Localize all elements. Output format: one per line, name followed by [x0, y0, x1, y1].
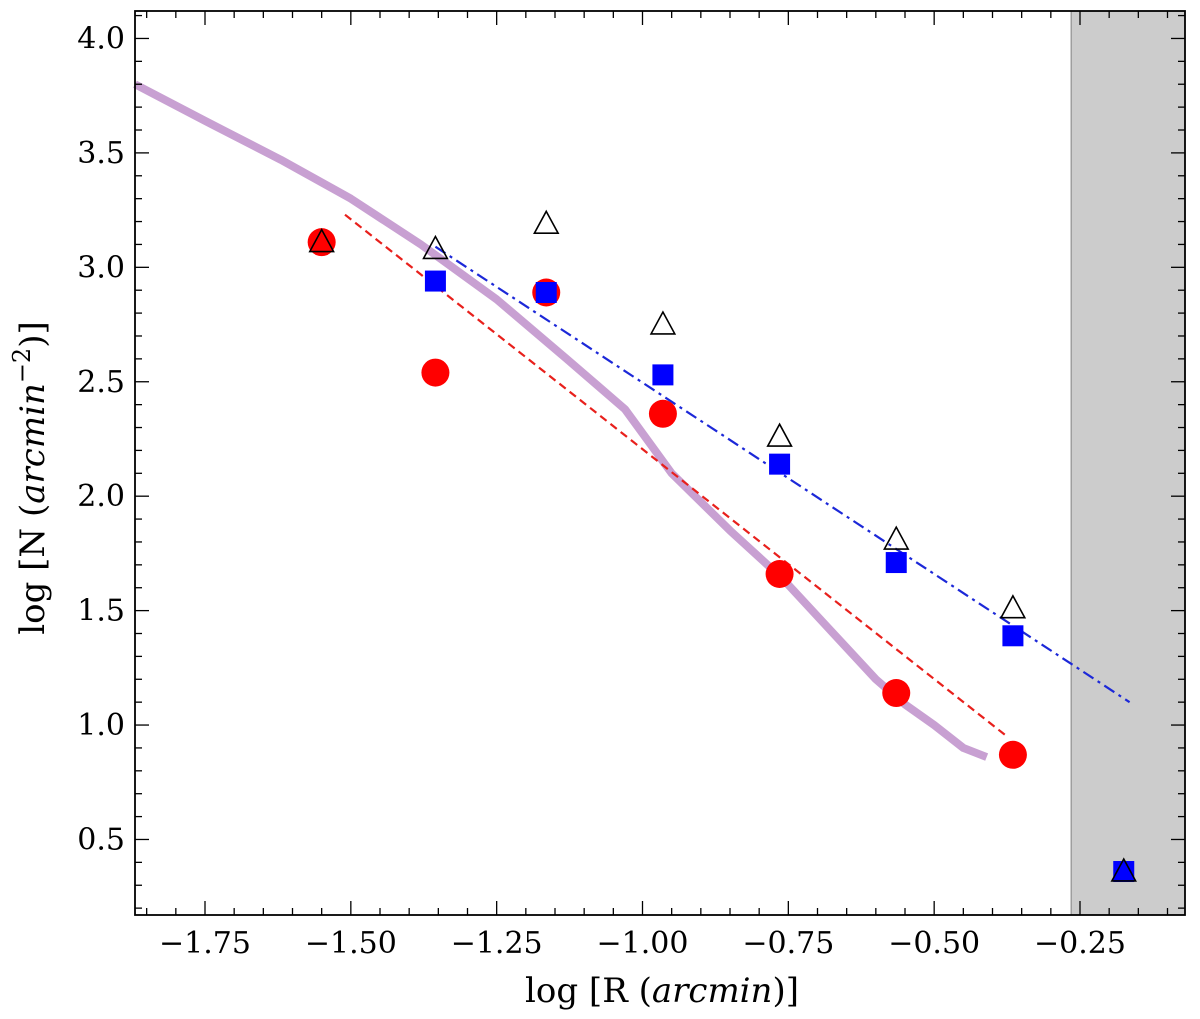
blue-square-point	[652, 364, 674, 386]
plot-frame	[134, 10, 1186, 916]
x-tick-label: −1.50	[305, 926, 397, 961]
x-tick-label: −1.00	[597, 926, 689, 961]
y-tick-label: 2.0	[77, 479, 125, 514]
shaded-region	[1071, 11, 1185, 915]
red-circle-point	[998, 740, 1027, 769]
red-circle-point	[765, 559, 794, 588]
y-tick-label: 0.5	[77, 822, 125, 857]
red-circle-point	[421, 358, 450, 387]
tick-layer	[135, 11, 1185, 915]
blue-square-point	[885, 552, 907, 574]
blue-square-point	[1113, 861, 1135, 883]
y-tick-label: 1.0	[77, 708, 125, 743]
open-triangle-point	[1110, 857, 1137, 882]
y-axis-title: log [N (arcmin−2)]	[8, 321, 53, 635]
series-layer	[133, 80, 1137, 883]
blue-square-point	[769, 453, 791, 475]
y-tick-label: 3.5	[77, 136, 125, 171]
tick-label-layer: −1.75 −1.50 −1.25 −1.00 −0.75 −0.50 −0.25 0.5 1.…	[77, 21, 1126, 961]
x-tick-label: −1.75	[159, 926, 251, 961]
x-tick-label: −0.25	[1034, 926, 1126, 961]
x-tick-label: −0.75	[742, 926, 834, 961]
x-tick-label: −1.25	[451, 926, 543, 961]
blue-square-point	[535, 281, 557, 303]
open-triangle-point	[766, 422, 793, 447]
x-tick-label: −0.50	[888, 926, 980, 961]
shaded-region-layer	[1070, 11, 1185, 915]
blue-square-point	[424, 270, 446, 292]
open-triangle-point	[999, 594, 1027, 619]
red-circle-point	[307, 228, 336, 257]
red-fit-line	[344, 213, 1008, 738]
red-circle-point	[882, 679, 911, 708]
open-triangle-point	[533, 209, 560, 235]
open-triangle-point	[308, 227, 335, 253]
x-axis-title: log [R (arcmin)]	[525, 971, 799, 1011]
open-triangle-point	[649, 310, 677, 335]
open-triangle-point	[883, 525, 910, 550]
y-tick-label: 2.5	[77, 365, 125, 400]
open-triangle-point	[422, 234, 449, 260]
y-tick-label: 3.0	[77, 250, 125, 285]
red-circle-point	[648, 399, 677, 428]
y-tick-label: 4.0	[77, 21, 125, 56]
y-tick-label: 1.5	[77, 594, 125, 629]
blue-square-point	[1002, 625, 1024, 647]
